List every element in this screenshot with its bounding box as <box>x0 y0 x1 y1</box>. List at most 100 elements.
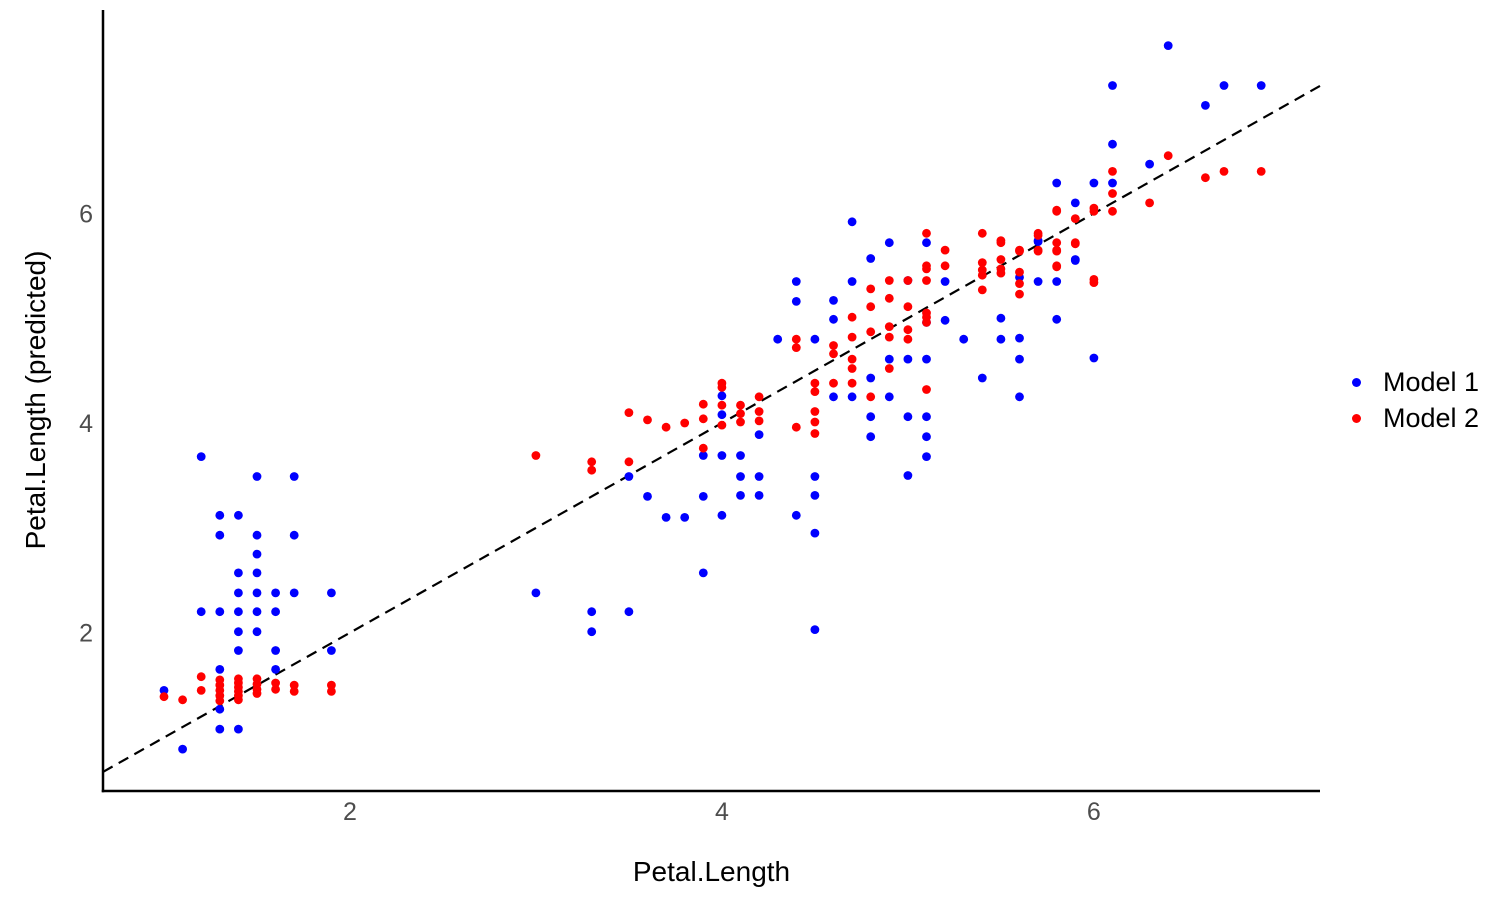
data-point-model-2 <box>829 349 838 359</box>
data-point-model-1 <box>587 607 597 617</box>
data-point-model-1 <box>996 313 1006 323</box>
x-axis-title: Petal.Length <box>632 856 791 887</box>
data-point-model-2 <box>1015 279 1024 288</box>
data-point-model-1 <box>587 627 597 637</box>
data-point-model-2 <box>234 695 243 705</box>
data-point-model-2 <box>884 276 894 285</box>
data-point-model-1 <box>531 588 541 598</box>
data-point-model-2 <box>252 689 262 698</box>
data-point-model-1 <box>940 277 950 286</box>
data-point-model-2 <box>680 418 690 428</box>
data-point-model-2 <box>977 258 987 267</box>
y-tick-label: 4 <box>79 410 93 438</box>
data-point-model-2 <box>810 378 820 388</box>
data-point-model-1 <box>327 588 336 598</box>
data-point-model-1 <box>252 607 262 617</box>
data-point-model-1 <box>252 472 262 481</box>
data-point-model-1 <box>1089 178 1099 188</box>
data-point-model-2 <box>661 422 671 432</box>
data-point-model-1 <box>866 254 876 263</box>
data-point-model-1 <box>736 491 745 500</box>
data-point-model-1 <box>698 451 708 460</box>
data-point-model-2 <box>791 422 801 432</box>
legend-point-icon <box>1352 377 1361 387</box>
data-point-model-2 <box>829 341 838 350</box>
data-point-model-2 <box>977 270 987 280</box>
data-point-model-2 <box>1015 289 1024 299</box>
data-point-model-1 <box>624 472 634 481</box>
x-tick-label: 6 <box>1087 798 1101 826</box>
data-point-model-2 <box>717 400 727 410</box>
data-point-model-2 <box>940 245 950 255</box>
data-point-model-2 <box>289 680 299 690</box>
data-point-model-2 <box>754 392 764 402</box>
data-point-model-1 <box>810 528 820 538</box>
data-point-model-1 <box>271 607 280 617</box>
data-point-model-2 <box>159 692 169 702</box>
data-point-model-2 <box>847 354 857 364</box>
data-point-model-1 <box>736 451 745 460</box>
data-point-model-2 <box>736 417 745 427</box>
data-point-model-2 <box>940 261 950 271</box>
data-point-model-2 <box>922 385 931 394</box>
data-point-model-2 <box>810 407 820 416</box>
data-point-model-2 <box>736 400 745 410</box>
data-point-model-2 <box>996 268 1006 278</box>
data-point-model-1 <box>1015 392 1024 402</box>
data-point-model-1 <box>643 492 652 501</box>
data-point-model-1 <box>977 373 987 383</box>
data-point-model-1 <box>884 354 894 364</box>
data-point-model-2 <box>1033 231 1043 240</box>
legend-item: Model 1 <box>1352 364 1479 400</box>
data-point-model-2 <box>1052 262 1062 272</box>
data-point-model-2 <box>866 327 876 337</box>
data-point-model-2 <box>178 695 188 705</box>
data-point-model-1 <box>791 277 801 286</box>
data-point-model-2 <box>903 325 913 335</box>
data-point-model-2 <box>531 451 541 460</box>
data-point-model-1 <box>717 410 727 420</box>
data-point-model-1 <box>698 568 708 578</box>
data-point-model-1 <box>196 607 206 617</box>
data-point-model-1 <box>215 704 225 714</box>
data-point-model-2 <box>866 392 876 402</box>
data-point-model-1 <box>717 451 727 460</box>
data-point-model-1 <box>847 217 857 227</box>
data-point-model-2 <box>1015 267 1024 277</box>
data-point-model-1 <box>996 334 1006 344</box>
data-point-model-1 <box>903 412 913 422</box>
data-point-model-2 <box>754 407 764 416</box>
legend-label: Model 1 <box>1383 366 1480 397</box>
data-point-model-1 <box>1070 198 1080 208</box>
data-point-model-1 <box>252 549 262 559</box>
data-point-model-2 <box>1052 238 1062 248</box>
data-point-model-1 <box>922 452 931 461</box>
data-point-model-1 <box>234 607 243 617</box>
data-point-model-1 <box>810 491 820 500</box>
data-point-model-2 <box>736 409 745 418</box>
data-point-model-1 <box>680 513 690 522</box>
data-point-model-1 <box>1033 277 1043 286</box>
data-point-model-1 <box>810 334 820 344</box>
data-point-model-1 <box>1163 41 1173 50</box>
data-point-model-1 <box>903 354 913 364</box>
data-point-model-2 <box>698 414 708 424</box>
data-point-model-1 <box>271 646 280 655</box>
data-point-model-1 <box>884 238 894 248</box>
data-point-model-1 <box>1052 277 1062 286</box>
data-point-model-1 <box>289 588 299 598</box>
data-point-model-1 <box>754 430 764 439</box>
data-point-model-1 <box>215 607 225 617</box>
data-point-model-1 <box>940 315 950 325</box>
data-point-model-1 <box>810 472 820 481</box>
data-point-model-2 <box>977 285 987 295</box>
data-point-model-1 <box>1256 81 1266 90</box>
data-point-model-2 <box>791 343 801 352</box>
data-point-model-2 <box>1219 167 1229 176</box>
data-point-model-1 <box>717 510 727 520</box>
identity-reference-line <box>102 84 1321 773</box>
data-point-model-2 <box>1163 151 1173 161</box>
data-point-model-1 <box>1015 354 1024 364</box>
y-axis-title: Petal.Length (predicted) <box>20 250 51 550</box>
